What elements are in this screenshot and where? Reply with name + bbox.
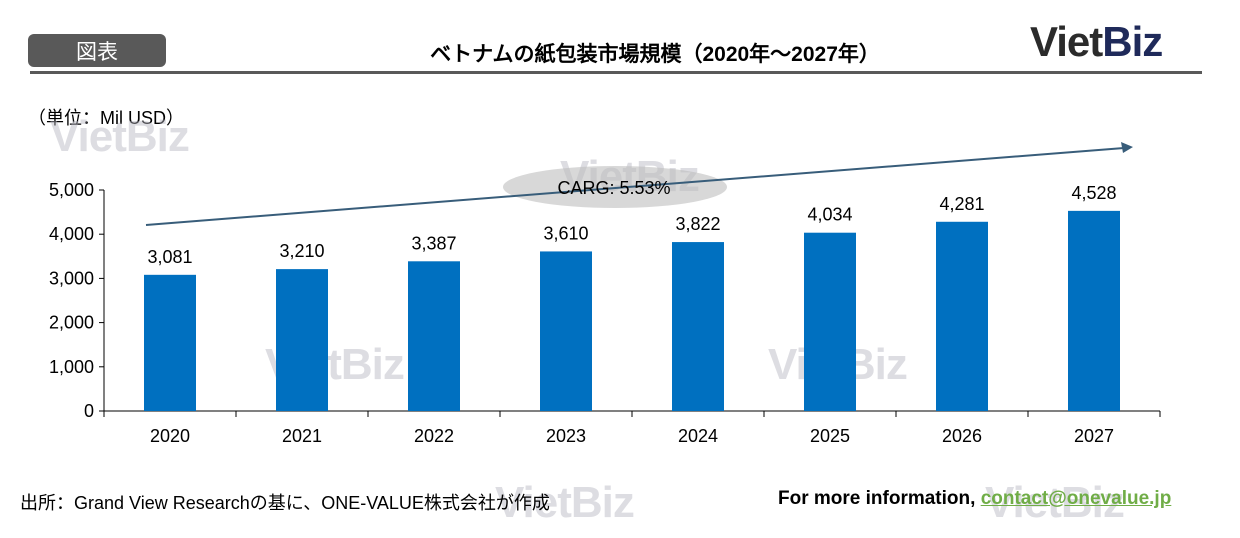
bar — [1068, 210, 1120, 411]
bar — [144, 274, 196, 411]
data-label: 3,081 — [147, 247, 192, 267]
bar — [672, 242, 724, 411]
x-tick-label: 2023 — [546, 426, 586, 446]
x-tick-label: 2021 — [282, 426, 322, 446]
header-divider — [30, 71, 1202, 74]
bar — [804, 232, 856, 411]
bar — [276, 269, 328, 411]
source-note: 出所：Grand View Researchの基に、ONE-VALUE株式会社が… — [20, 493, 550, 513]
y-tick-label: 5,000 — [49, 180, 94, 200]
chart-title: ベトナムの紙包装市場規模（2020年～2027年） — [430, 43, 880, 66]
bar — [540, 251, 592, 411]
data-label: 3,822 — [675, 214, 720, 234]
data-label: 3,210 — [279, 241, 324, 261]
x-tick-label: 2026 — [942, 426, 982, 446]
x-tick-label: 2024 — [678, 426, 718, 446]
cagr-label: CARG: 5.53% — [557, 178, 670, 198]
data-label: 4,034 — [807, 205, 852, 225]
trend-arrow — [145, 147, 1125, 226]
watermark: VietBiz — [985, 478, 1125, 527]
bar — [408, 261, 460, 411]
more-info: For more information, contact@onevalue.j… — [778, 488, 1171, 510]
x-tick-label: 2025 — [810, 426, 850, 446]
trend-arrow-head — [1121, 142, 1133, 153]
unit-label: （単位：Mil USD） — [28, 108, 184, 128]
y-tick-label: 4,000 — [49, 224, 94, 244]
x-tick-label: 2020 — [150, 426, 190, 446]
data-label: 3,387 — [411, 233, 456, 253]
y-tick-label: 3,000 — [49, 268, 94, 288]
x-tick-label: 2022 — [414, 426, 454, 446]
y-tick-label: 0 — [84, 401, 94, 421]
more-info-text: For more information, — [778, 488, 981, 509]
data-label: 4,528 — [1071, 183, 1116, 203]
y-tick-label: 1,000 — [49, 357, 94, 377]
data-label: 4,281 — [939, 194, 984, 214]
logo-biz: Biz — [1102, 18, 1163, 65]
y-tick-label: 2,000 — [49, 313, 94, 333]
watermark: VietBiz — [495, 478, 635, 527]
cagr-ellipse — [503, 166, 727, 208]
logo-viet: Viet — [1030, 18, 1103, 65]
data-label: 3,610 — [543, 223, 588, 243]
figure-badge: 図表 — [28, 34, 166, 67]
vietbiz-logo: VietBiz — [1030, 18, 1163, 66]
bar — [936, 221, 988, 411]
watermark: VietBiz — [50, 112, 190, 161]
x-tick-label: 2027 — [1074, 426, 1114, 446]
contact-email-link[interactable]: contact@onevalue.jp — [980, 488, 1172, 509]
